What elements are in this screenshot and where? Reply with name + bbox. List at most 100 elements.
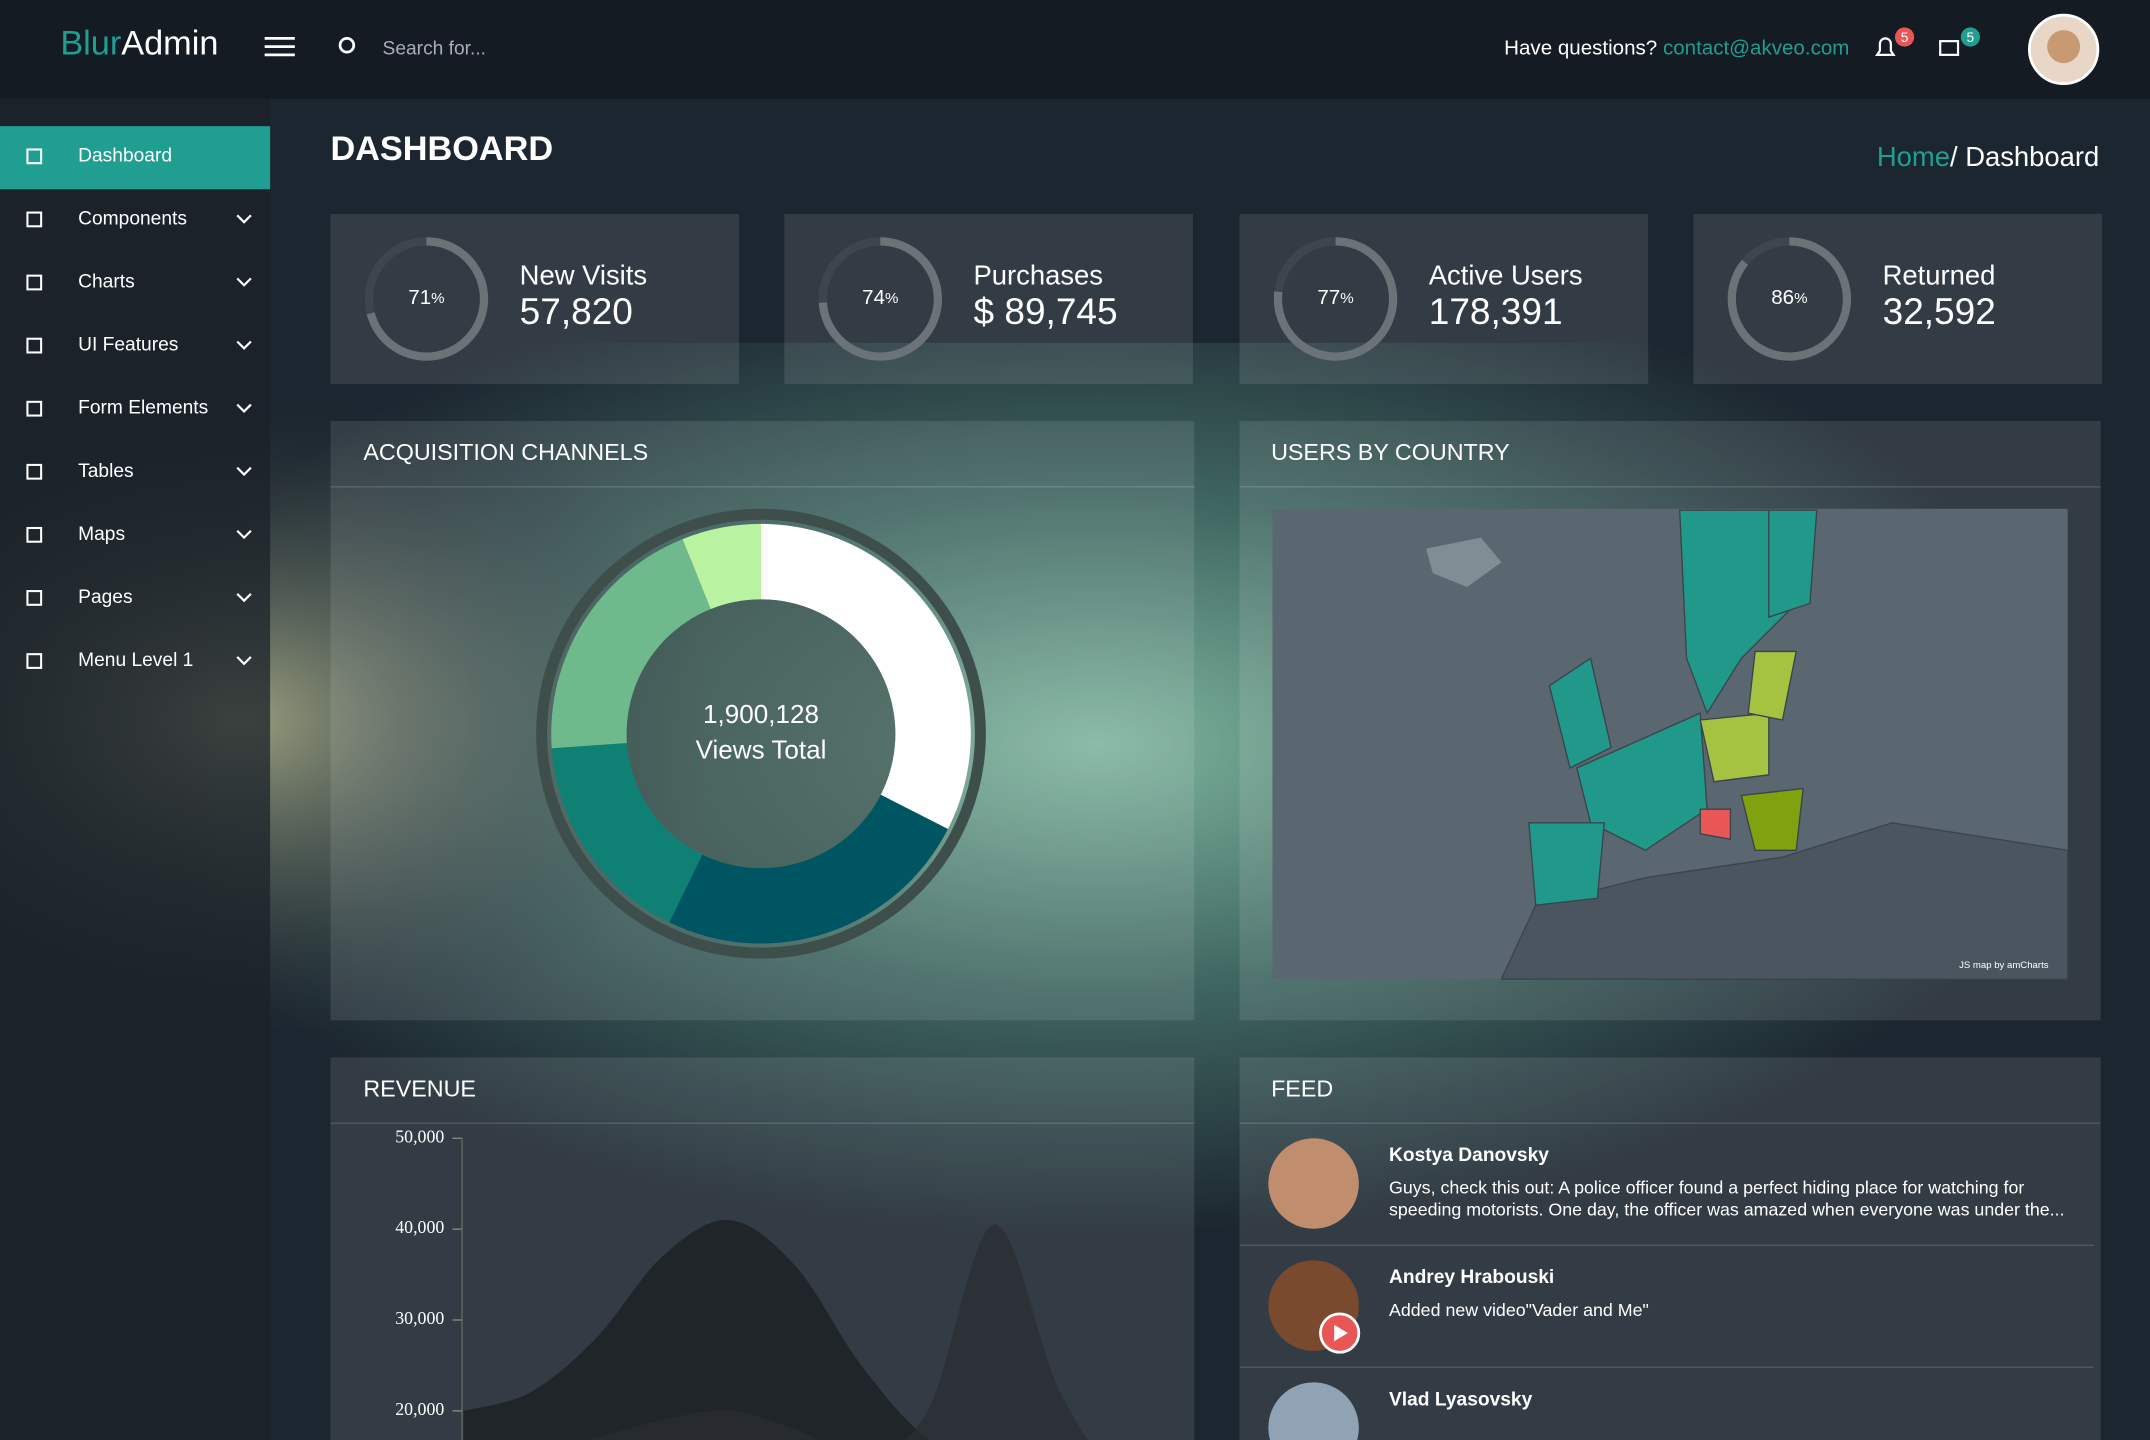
panel (1239, 1057, 2101, 1440)
badge (1960, 27, 1980, 47)
stat-ring (1273, 237, 1398, 361)
menu-icon (26, 463, 43, 480)
map-country (1747, 650, 1798, 721)
menu-item[interactable]: Maps (78, 524, 125, 545)
map-country (1426, 537, 1502, 587)
menu-item[interactable]: Charts (78, 272, 135, 293)
breadcrumb: Home/ Dashboard (1877, 141, 2099, 172)
stat-percent: 77% (1317, 286, 1353, 309)
chevron (236, 340, 252, 350)
menu-item[interactable]: Menu Level 1 (78, 650, 193, 671)
donut-segment (669, 794, 948, 944)
contact-link[interactable]: contact@akveo.com (1663, 37, 1849, 60)
donut-segment (551, 539, 711, 749)
stat-value: 32,592 (1883, 290, 1996, 332)
breadcrumb-separator: / (1950, 141, 1958, 172)
chevron (236, 403, 252, 413)
stat-value: $ 89,745 (974, 290, 1118, 332)
percent-unit: % (1794, 290, 1807, 307)
panel-title: ACQUISITION CHANNELS (363, 439, 648, 465)
chevron (236, 656, 252, 666)
y-tick-label: 50,000 (395, 1126, 444, 1146)
stat-label: Purchases (974, 259, 1103, 290)
panel-title: FEED (1271, 1075, 1333, 1101)
bell-icon[interactable] (1875, 37, 1896, 56)
stat-ring (1727, 237, 1852, 361)
map-country (1576, 712, 1708, 852)
y-tick-label: 20,000 (395, 1399, 444, 1419)
active-item (0, 126, 271, 190)
avatar-face (2047, 30, 2081, 64)
feed-author[interactable]: Kostya Danovsky (1389, 1145, 1549, 1166)
menu-icon (26, 526, 43, 543)
map-country (1528, 822, 1606, 906)
menu-item[interactable]: Pages (78, 587, 132, 608)
donut-segment (551, 742, 703, 923)
menu-item[interactable]: Dashboard (78, 145, 172, 166)
brand[interactable]: BlurAdmin (60, 24, 218, 62)
map-country (1699, 712, 1770, 783)
donut-total-label: Views Total (696, 734, 827, 764)
donut-segment (682, 523, 762, 610)
menu-item[interactable]: Components (78, 208, 187, 229)
menu-item[interactable]: UI Features (78, 335, 178, 356)
stat-percent: 71% (408, 286, 444, 309)
menu-icon (26, 274, 43, 291)
y-tick-label: 40,000 (395, 1217, 444, 1237)
donut-total: 1,900,128 (703, 699, 819, 729)
stat-card (784, 213, 1193, 384)
mail-icon[interactable] (1939, 40, 1960, 56)
percent-unit: % (885, 290, 898, 307)
stat-card (1693, 213, 2103, 384)
stat-value: 57,820 (520, 290, 633, 332)
y-tick-label: 30,000 (395, 1308, 444, 1328)
badge (1894, 27, 1915, 47)
question: Have questions? contact@akveo.com (1504, 37, 1849, 60)
chevron (236, 466, 252, 477)
menu-icon (26, 590, 43, 606)
chevron (236, 277, 252, 287)
feed-author[interactable]: Andrey Hrabouski (1389, 1267, 1554, 1288)
chevron (236, 529, 252, 540)
feed-text: speeding motorists. One day, the officer… (1389, 1200, 2065, 1220)
stat-label: Returned (1883, 259, 1996, 290)
stat-percent: 74% (862, 286, 898, 309)
menu-icon (26, 148, 43, 165)
play-icon (1334, 1324, 1348, 1342)
menu-item[interactable]: Tables (78, 461, 133, 482)
search-icon (338, 37, 356, 54)
menu-item[interactable]: Form Elements (78, 398, 208, 419)
stat-percent: 86% (1771, 286, 1807, 309)
chevron (236, 593, 252, 603)
menu-icon (26, 653, 43, 669)
feed-text: Added new video"Vader and Me" (1389, 1300, 1649, 1320)
percent-unit: % (431, 290, 444, 307)
panel-dividers (330, 486, 2101, 1368)
donut-ring (536, 508, 986, 959)
breadcrumb-link[interactable]: Home (1877, 141, 1950, 172)
map-credit: JS map by amCharts (1959, 960, 2049, 971)
stat-card (330, 213, 740, 384)
notification-count: 5 (1901, 30, 1909, 45)
stat-label: New Visits (520, 259, 647, 290)
map-country (1548, 657, 1612, 769)
panel-title: USERS BY COUNTRY (1271, 439, 1510, 465)
percent-unit: % (1340, 290, 1353, 307)
feed-text: Guys, check this out: A police officer f… (1389, 1178, 2024, 1198)
percent-value: 71 (408, 286, 431, 309)
search-input[interactable]: Search for... (383, 38, 486, 59)
feed-avatar (1268, 1382, 1359, 1440)
page-title: DASHBOARD (330, 130, 553, 168)
map-country (1699, 808, 1732, 841)
menu-toggle[interactable] (264, 37, 295, 57)
chevron (236, 214, 252, 224)
stat-value: 178,391 (1429, 290, 1563, 332)
feed-avatar (1268, 1138, 1359, 1229)
menu-icon (26, 337, 43, 354)
menu-icon (26, 211, 43, 228)
feed-author[interactable]: Vlad Lyasovsky (1389, 1389, 1533, 1410)
stat-card (1239, 213, 1649, 384)
panel-title: REVENUE (363, 1075, 476, 1101)
donut-segment (761, 523, 971, 829)
